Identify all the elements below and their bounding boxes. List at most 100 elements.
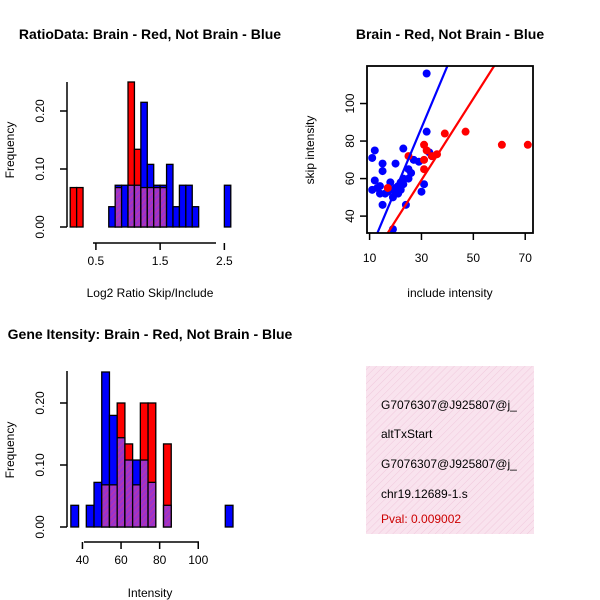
ratio-bar-overlap — [153, 186, 161, 228]
ratio-bar-red — [69, 186, 78, 228]
intensity-ytick-label: 0.20 — [33, 391, 47, 415]
scatter-point-blue — [378, 159, 387, 168]
ratio-bar-blue — [165, 163, 174, 228]
scatter-point-red — [422, 146, 431, 155]
scatter-ytick-label: 100 — [343, 93, 357, 113]
ratio-title: RatioData: Brain - Red, Not Brain - Blue — [19, 26, 281, 42]
scatter-point-red — [523, 140, 532, 149]
scatter-point-blue — [370, 146, 379, 155]
scatter-ylabel: skip intensity — [303, 116, 317, 185]
intensity-bar-overlap — [139, 459, 149, 528]
intensity-xtick-label: 40 — [76, 553, 90, 567]
scatter-y-ticks: 40 60 80 100 — [343, 93, 367, 223]
scatter-point-blue — [399, 144, 408, 153]
scatter-xtick-label: 10 — [363, 251, 377, 265]
scatter-point-blue — [404, 165, 413, 174]
ratio-xtick-label: 2.5 — [216, 254, 233, 268]
ratio-bar-red — [75, 186, 84, 228]
scatter-point-blue — [420, 180, 429, 189]
scatter-frame — [366, 65, 534, 234]
scatter-point-red — [461, 127, 470, 136]
intensity-bar-overlap — [108, 484, 118, 528]
scatter-xtick-label: 30 — [415, 251, 429, 265]
ratio-bar-overlap — [159, 186, 168, 228]
scatter-title: Brain - Red, Not Brain - Blue — [356, 26, 544, 42]
intensity-ytick-label: 0.10 — [33, 453, 47, 477]
intensity-bar-overlap — [101, 484, 111, 528]
intensity-x-ticks: 40 60 80 100 — [76, 542, 209, 567]
scatter-points — [368, 69, 532, 233]
scatter-plot-area — [368, 66, 532, 233]
scatter-point-blue — [399, 180, 408, 189]
intensity-xtick-label: 60 — [114, 553, 128, 567]
intensity-bar-overlap — [147, 481, 157, 528]
info-gene-id-1: G7076307@J925807@j_ — [381, 398, 517, 412]
ratio-ytick-label: 0.00 — [33, 215, 47, 239]
scatter-point-blue — [375, 189, 384, 198]
scatter-point-blue — [422, 69, 431, 78]
intensity-title: Gene Itensity: Brain - Red, Not Brain - … — [8, 326, 293, 342]
intensity-bar-overlap — [124, 459, 134, 528]
ratio-x-ticks: 0.5 1.5 2.5 — [88, 243, 233, 268]
ratio-xtick-label: 1.5 — [152, 254, 169, 268]
ratio-ytick-label: 0.10 — [33, 157, 47, 181]
ratio-xlabel: Log2 Ratio Skip/Include — [87, 286, 214, 300]
intensity-xtick-label: 80 — [153, 553, 167, 567]
info-panel-background — [366, 366, 534, 534]
intensity-xlabel: Intensity — [128, 586, 173, 600]
scatter-point-blue — [394, 189, 403, 198]
scatter-fit-lines — [376, 66, 496, 233]
scatter-point-red — [427, 152, 436, 161]
info-event-type: altTxStart — [381, 427, 433, 441]
scatter-xtick-label: 50 — [467, 251, 481, 265]
intensity-bar-blue — [70, 504, 80, 528]
scatter-point-blue — [368, 185, 377, 194]
ratio-bar-overlap — [127, 184, 136, 228]
scatter-point-blue — [417, 187, 426, 196]
ratio-y-ticks: 0.00 0.10 0.20 — [33, 99, 67, 239]
ratio-bar-blue — [172, 206, 181, 228]
intensity-y-ticks: 0.00 0.10 0.20 — [33, 391, 67, 539]
info-panel: G7076307@J925807@j_ altTxStart G7076307@… — [366, 366, 534, 534]
intensity-histogram: Gene Itensity: Brain - Red, Not Brain - … — [3, 326, 293, 600]
scatter-ytick-label: 60 — [343, 172, 357, 186]
intensity-bar-overlap — [162, 504, 172, 528]
scatter-ytick-label: 80 — [343, 134, 357, 148]
ratio-bar-blue — [178, 184, 187, 228]
scatter-point-blue — [422, 127, 431, 136]
ratio-histogram: RatioData: Brain - Red, Not Brain - Blue… — [3, 26, 281, 300]
intensity-xtick-label: 100 — [188, 553, 208, 567]
intensity-ytick-label: 0.00 — [33, 515, 47, 539]
info-pval: Pval: 0.009002 — [381, 512, 461, 526]
intensity-bars — [70, 371, 234, 528]
scatter-point-red — [440, 129, 449, 138]
scatter-point-blue — [391, 159, 400, 168]
intensity-bar-blue — [224, 504, 234, 528]
ratio-ytick-label: 0.20 — [33, 99, 47, 123]
ratio-bar-overlap — [133, 184, 142, 228]
scatter-point-blue — [368, 153, 377, 162]
scatter-point-red — [383, 183, 392, 192]
info-gene-id-2: G7076307@J925807@j_ — [381, 457, 517, 471]
intensity-bar-overlap — [116, 437, 126, 528]
info-location: chr19.12689-1.s — [381, 487, 468, 501]
intensity-scatter: Brain - Red, Not Brain - Blue 10 30 50 70 4… — [303, 26, 544, 300]
scatter-point-blue — [378, 167, 387, 176]
scatter-ytick-label: 40 — [343, 209, 357, 223]
ratio-bar-overlap — [114, 186, 123, 228]
ratio-bar-overlap — [140, 186, 148, 228]
scatter-point-blue — [378, 200, 387, 209]
ratio-xtick-label: 0.5 — [88, 254, 105, 268]
intensity-bar-overlap — [131, 484, 141, 528]
fit-line-red — [386, 66, 496, 233]
ratio-bar-blue — [191, 206, 200, 228]
ratio-bar-blue — [120, 184, 129, 228]
ratio-ylabel: Frequency — [3, 122, 17, 179]
scatter-point-red — [420, 155, 429, 164]
scatter-xtick-label: 70 — [519, 251, 533, 265]
intensity-ylabel: Frequency — [3, 422, 17, 479]
fit-line-blue — [376, 66, 449, 233]
scatter-point-red — [497, 140, 506, 149]
intensity-bar-blue — [93, 481, 103, 528]
